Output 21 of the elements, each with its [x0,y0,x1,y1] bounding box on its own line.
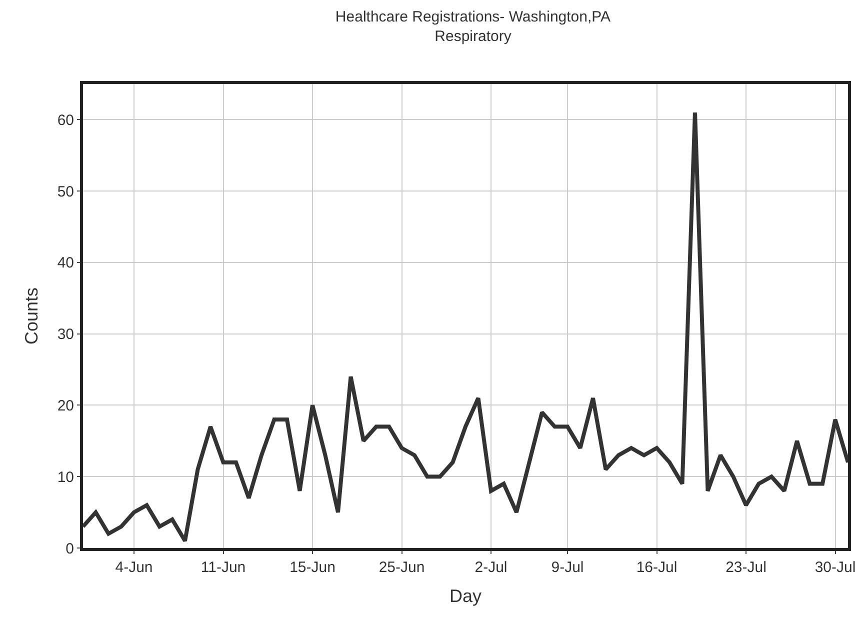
x-tick-label: 30-Jul [814,559,856,576]
y-tick-label: 40 [57,254,74,272]
chart-title: Healthcare Registrations- Washington,PA [335,8,611,26]
x-tick-label: 16-Jul [636,559,678,576]
x-tick-label: 23-Jul [726,559,766,576]
x-tick-label: 9-Jul [551,559,584,576]
x-tick-label: 15-Jun [290,559,336,576]
x-axis-title: Day [449,586,482,606]
line-series [83,110,848,543]
x-tick-label: 11-Jun [200,559,246,576]
x-tick-label: 4-Jun [115,559,153,576]
y-axis-title: Counts [22,287,42,345]
y-tick-label: 50 [57,183,74,200]
chart-subtitle: Respiratory [434,28,512,46]
x-tick-label: 25-Jun [378,559,425,576]
y-tick-label: 0 [66,540,74,558]
x-tick-label: 2-Jul [474,559,508,576]
y-tick-label: 30 [57,326,74,344]
y-tick-label: 20 [57,397,74,414]
y-tick-label: 60 [57,112,74,129]
y-tick-label: 10 [57,468,74,486]
